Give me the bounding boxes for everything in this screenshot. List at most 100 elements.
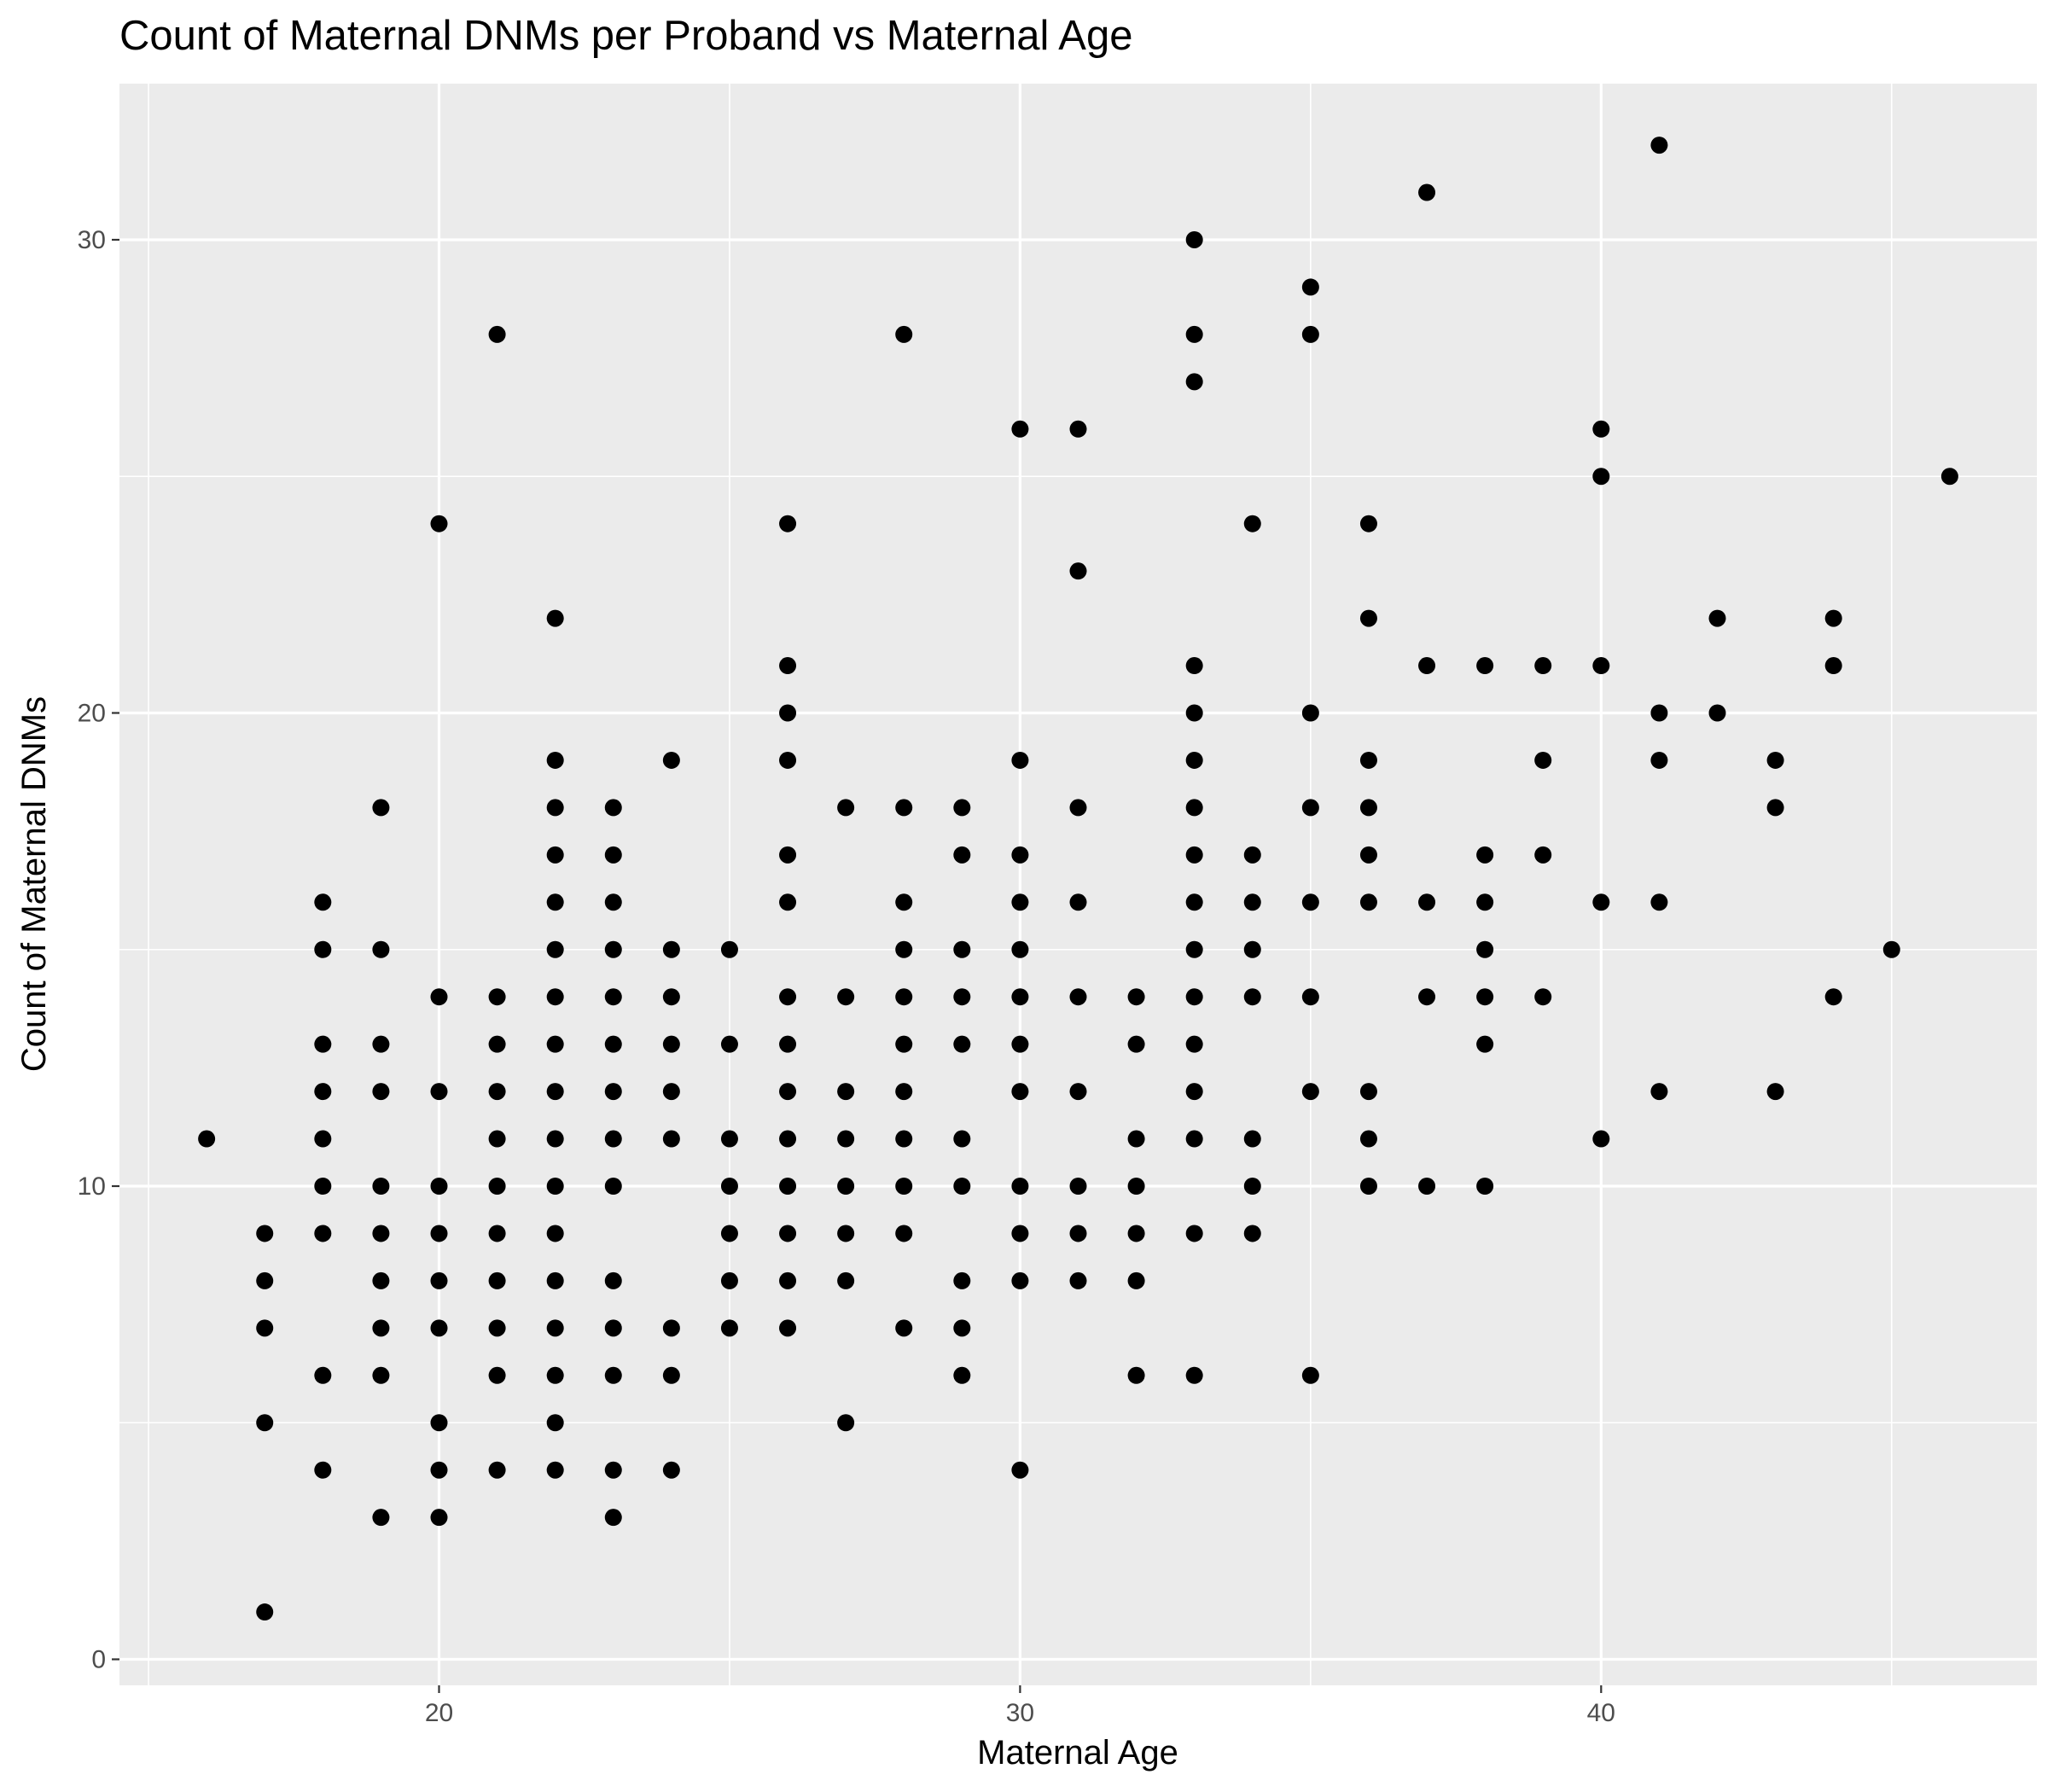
data-point xyxy=(314,1083,332,1101)
data-point xyxy=(372,1083,390,1101)
data-point xyxy=(1708,704,1726,722)
data-point xyxy=(1185,1225,1203,1242)
data-point xyxy=(1301,893,1319,911)
data-point xyxy=(1243,893,1261,911)
data-point xyxy=(1592,893,1610,911)
data-point xyxy=(837,1083,855,1101)
x-axis-ticks: 20 30 40 xyxy=(425,1685,1615,1727)
data-point xyxy=(1418,893,1436,911)
data-point xyxy=(1766,751,1784,769)
data-point xyxy=(1882,940,1900,958)
data-point xyxy=(662,1130,680,1148)
data-point xyxy=(1359,1130,1377,1148)
data-point xyxy=(953,940,971,958)
data-point xyxy=(1069,988,1087,1006)
data-point xyxy=(430,1319,448,1337)
data-point xyxy=(779,751,797,769)
data-point xyxy=(1243,1177,1261,1195)
data-point xyxy=(314,1366,332,1384)
data-point xyxy=(488,1177,506,1195)
data-point xyxy=(1301,704,1319,722)
data-point xyxy=(837,1130,855,1148)
data-point xyxy=(953,799,971,817)
data-point xyxy=(1418,657,1436,675)
data-point xyxy=(1127,1130,1145,1148)
data-point xyxy=(1592,1130,1610,1148)
data-point xyxy=(779,893,797,911)
data-point xyxy=(662,751,680,769)
data-point xyxy=(895,325,913,343)
data-point xyxy=(1824,988,1842,1006)
data-point xyxy=(546,1414,564,1432)
data-point xyxy=(372,1319,390,1337)
data-point xyxy=(1185,1366,1203,1384)
data-point xyxy=(488,1130,506,1148)
data-point xyxy=(1418,988,1436,1006)
data-point xyxy=(1476,657,1494,675)
data-point xyxy=(779,1130,797,1148)
x-tick-label: 30 xyxy=(1006,1699,1034,1727)
y-tick-label: 0 xyxy=(91,1646,106,1674)
data-point xyxy=(488,1461,506,1479)
data-point xyxy=(779,704,797,722)
data-point xyxy=(430,1414,448,1432)
data-point xyxy=(1243,988,1261,1006)
data-point xyxy=(546,799,564,817)
data-point xyxy=(256,1271,274,1289)
data-point xyxy=(1127,1366,1145,1384)
data-point xyxy=(720,1035,738,1053)
data-point xyxy=(1011,893,1029,911)
data-point xyxy=(1069,893,1087,911)
data-point xyxy=(1301,1366,1319,1384)
data-point xyxy=(953,1130,971,1148)
data-point xyxy=(1011,1035,1029,1053)
data-point xyxy=(895,799,913,817)
data-point xyxy=(720,1177,738,1195)
data-point xyxy=(953,1271,971,1289)
data-point xyxy=(953,1035,971,1053)
data-point xyxy=(256,1603,274,1621)
data-point xyxy=(604,1035,622,1053)
data-point xyxy=(1359,609,1377,627)
data-point xyxy=(1418,1177,1436,1195)
data-point xyxy=(1476,846,1494,864)
data-point xyxy=(546,1271,564,1289)
data-point xyxy=(1127,1225,1145,1242)
data-point xyxy=(488,1319,506,1337)
data-point xyxy=(1476,940,1494,958)
data-point xyxy=(372,1366,390,1384)
data-point xyxy=(1185,1035,1203,1053)
data-point xyxy=(779,1177,797,1195)
data-point xyxy=(430,1509,448,1527)
data-points xyxy=(198,137,1958,1621)
data-point xyxy=(1650,137,1668,154)
data-point xyxy=(1824,609,1842,627)
data-point xyxy=(779,988,797,1006)
data-point xyxy=(1243,1130,1261,1148)
data-point xyxy=(372,1271,390,1289)
data-point xyxy=(895,1083,913,1101)
data-point xyxy=(546,1319,564,1337)
y-axis-ticks: 0 10 20 30 xyxy=(78,226,119,1674)
data-point xyxy=(1476,1177,1494,1195)
data-point xyxy=(1185,325,1203,343)
data-point xyxy=(1185,1130,1203,1148)
data-point xyxy=(1185,373,1203,391)
data-point xyxy=(430,1083,448,1101)
data-point xyxy=(1359,846,1377,864)
data-point xyxy=(546,1461,564,1479)
data-point xyxy=(1243,515,1261,532)
data-point xyxy=(604,1130,622,1148)
data-point xyxy=(720,1271,738,1289)
data-point xyxy=(953,988,971,1006)
data-point xyxy=(1359,751,1377,769)
data-point xyxy=(430,515,448,532)
data-point xyxy=(430,1271,448,1289)
data-point xyxy=(662,1366,680,1384)
data-point xyxy=(604,1271,622,1289)
data-point xyxy=(779,846,797,864)
data-point xyxy=(604,1319,622,1337)
data-point xyxy=(546,1225,564,1242)
data-point xyxy=(372,1035,390,1053)
data-point xyxy=(662,988,680,1006)
